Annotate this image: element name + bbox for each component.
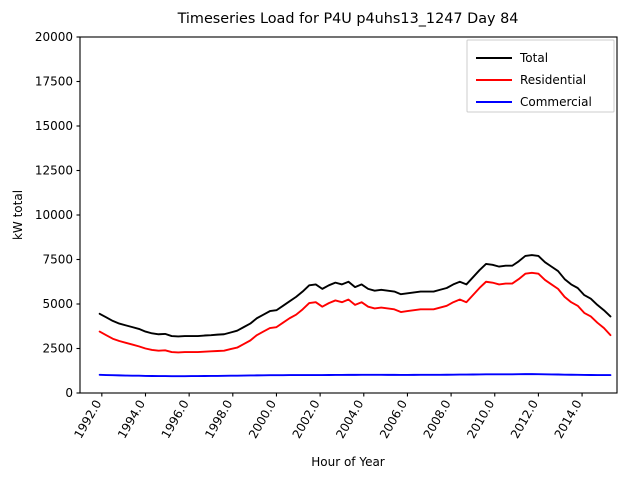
x-tick-label: 2014.0	[552, 398, 585, 441]
x-tick-label: 2010.0	[464, 398, 497, 441]
x-tick-label: 1996.0	[159, 398, 192, 441]
chart-legend[interactable]: Total Residential Commercial	[466, 39, 615, 113]
x-tick-label: 2006.0	[377, 398, 410, 441]
series-line-residential	[98, 271, 612, 354]
y-tick-label: 15000	[35, 119, 73, 133]
legend-entry-list: Total Residential Commercial	[476, 51, 592, 109]
y-tick-label: 12500	[35, 164, 73, 178]
legend-label-residential: Residential	[520, 73, 586, 87]
x-axis-label: Hour of Year	[311, 455, 385, 469]
y-tick-label: 0	[65, 386, 73, 400]
series-line-total	[98, 254, 612, 338]
y-tick-label: 5000	[42, 297, 73, 311]
y-tick-label: 17500	[35, 75, 73, 89]
chart-title: Timeseries Load for P4U p4uhs13_1247 Day…	[177, 11, 519, 27]
tick-marks	[76, 36, 583, 397]
series-line-commercial	[98, 373, 612, 378]
x-tick-label: 1994.0	[115, 398, 148, 441]
legend-label-commercial: Commercial	[520, 95, 592, 109]
x-tick-label: 1998.0	[202, 398, 235, 441]
x-tick-label: 2000.0	[246, 398, 279, 441]
y-tick-label: 10000	[35, 208, 73, 222]
x-tick-label: 2002.0	[290, 398, 323, 441]
x-tick-label: 2012.0	[508, 398, 541, 441]
data-series-layer	[98, 254, 612, 378]
y-tick-label: 20000	[35, 30, 73, 44]
legend-label-total: Total	[519, 51, 548, 65]
y-tick-label: 7500	[42, 253, 73, 267]
y-tick-label: 2500	[42, 342, 73, 356]
plot-frame	[79, 36, 618, 394]
x-tick-label: 2008.0	[421, 398, 454, 441]
x-tick-label: 2004.0	[333, 398, 366, 441]
x-tick-label: 1992.0	[71, 398, 104, 441]
y-axis-label: kW total	[11, 190, 25, 240]
